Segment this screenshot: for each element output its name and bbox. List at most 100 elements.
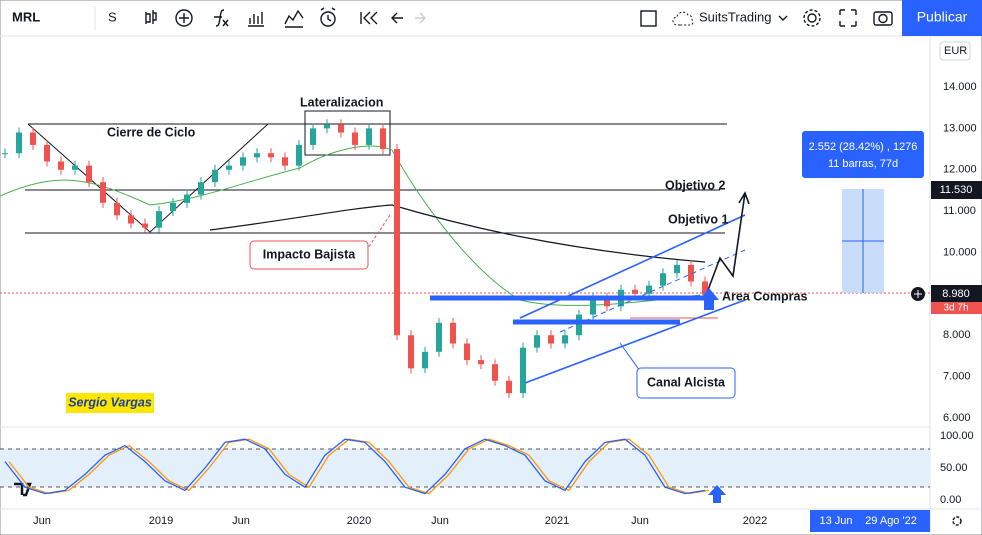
projection-arrow <box>707 191 750 291</box>
callout-box <box>249 240 369 270</box>
toolbar-icons[interactable] <box>145 7 403 28</box>
interval[interactable]: S <box>108 9 117 24</box>
current-price: 8.980 <box>942 288 970 300</box>
currency-box[interactable] <box>939 41 971 61</box>
chevron[interactable] <box>778 15 788 21</box>
drawings <box>0 110 930 306</box>
candle <box>436 322 442 352</box>
candles <box>2 119 708 399</box>
candle <box>184 194 190 203</box>
range-start: 13 Jun <box>819 515 852 527</box>
candle <box>100 182 106 203</box>
candle <box>156 211 162 228</box>
callout-line <box>367 214 391 249</box>
currency[interactable]: EUR <box>944 45 967 57</box>
stoch-k <box>4 438 706 495</box>
candle <box>632 289 638 294</box>
price-label: 11.000 <box>943 205 976 217</box>
countdown: 3d 7h <box>943 303 968 314</box>
candle <box>492 364 498 381</box>
time-label: 2019 <box>149 515 173 527</box>
candle <box>548 335 554 344</box>
candle <box>562 335 568 344</box>
candle <box>674 264 680 274</box>
candle <box>394 149 400 336</box>
redo-icon[interactable] <box>415 12 426 24</box>
author: Sergio Vargas <box>68 395 152 409</box>
time-label: Jun <box>431 515 449 527</box>
candle <box>282 157 288 166</box>
measure-box <box>802 131 924 178</box>
author-highlight <box>66 393 154 413</box>
price-axis: 14.00013.00012.00011.00010.0009.0008.000… <box>943 81 977 424</box>
candle <box>240 157 246 166</box>
candle <box>226 165 232 170</box>
cycle-lines <box>27 123 269 233</box>
candle <box>310 128 316 145</box>
candle <box>142 223 148 228</box>
publish-label[interactable]: Publicar <box>917 9 968 25</box>
callout-box <box>636 367 736 399</box>
ma-fast <box>0 145 701 306</box>
time-label: Jun <box>232 515 250 527</box>
annotation: Impacto Bajista <box>263 247 356 261</box>
candle <box>464 343 470 361</box>
price-label: 8.000 <box>943 329 971 341</box>
annotation: Cierre de Ciclo <box>107 125 196 139</box>
candle <box>590 298 596 315</box>
plus-icon[interactable] <box>914 290 922 298</box>
price-label: 10.000 <box>943 246 977 258</box>
candle <box>506 380 512 394</box>
time-label: Jun <box>33 515 51 527</box>
candle <box>198 182 204 195</box>
ma-slow <box>209 204 706 263</box>
candle <box>450 322 456 344</box>
candle <box>408 335 414 369</box>
symbol[interactable]: MRL <box>12 9 40 24</box>
candle <box>170 202 176 212</box>
channel-low <box>524 299 746 384</box>
candle <box>534 335 540 348</box>
up-arrow <box>699 288 719 310</box>
settings-icon[interactable] <box>952 516 962 526</box>
candle <box>338 124 344 133</box>
candle <box>688 264 694 282</box>
target-price: 11.530 <box>940 184 973 196</box>
range-box <box>810 510 930 532</box>
candle <box>268 153 274 158</box>
candle <box>44 144 50 162</box>
callout-line <box>619 342 641 372</box>
annotation: Canal Alcista <box>647 375 726 389</box>
candle <box>604 298 610 307</box>
candle <box>660 273 666 286</box>
annotation: Objetivo 1 <box>668 212 728 226</box>
target-price-box <box>931 181 982 199</box>
candle <box>576 314 582 336</box>
layout-icon[interactable] <box>640 10 657 27</box>
candle <box>366 128 372 145</box>
publish-button[interactable] <box>902 0 982 36</box>
account[interactable]: SuitsTrading <box>699 9 772 24</box>
right-icons[interactable] <box>803 9 893 27</box>
candle <box>646 285 652 294</box>
candle <box>478 360 484 365</box>
up-arrow <box>708 485 726 503</box>
candle <box>72 165 78 170</box>
candle <box>30 132 36 145</box>
time-label: 2020 <box>347 515 371 527</box>
measure-line: 11 barras, 77d <box>828 158 898 170</box>
countdown-box <box>931 302 982 314</box>
cloud-icon <box>672 11 694 26</box>
candle <box>352 132 358 145</box>
range-end: 29 Ago '22 <box>865 515 917 527</box>
candle <box>86 165 92 183</box>
candle <box>2 153 8 155</box>
time-label: Jun <box>631 515 649 527</box>
measure-line: 2.552 (28.42%) , 1276 <box>809 141 918 153</box>
channel-mid <box>559 249 746 333</box>
annotation: Objetivo 2 <box>665 178 725 192</box>
channel-high <box>519 214 746 319</box>
candle <box>16 132 22 154</box>
price-label: 14.000 <box>943 81 977 93</box>
